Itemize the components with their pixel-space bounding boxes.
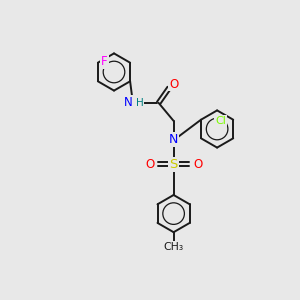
Text: CH₃: CH₃	[164, 242, 184, 252]
Text: O: O	[145, 158, 154, 171]
Text: O: O	[169, 77, 178, 91]
Text: H: H	[136, 98, 144, 108]
Text: N: N	[124, 96, 133, 110]
Text: S: S	[169, 158, 178, 171]
Text: O: O	[193, 158, 202, 171]
Text: Cl: Cl	[215, 116, 226, 126]
Text: N: N	[169, 133, 178, 146]
Text: F: F	[101, 55, 108, 68]
